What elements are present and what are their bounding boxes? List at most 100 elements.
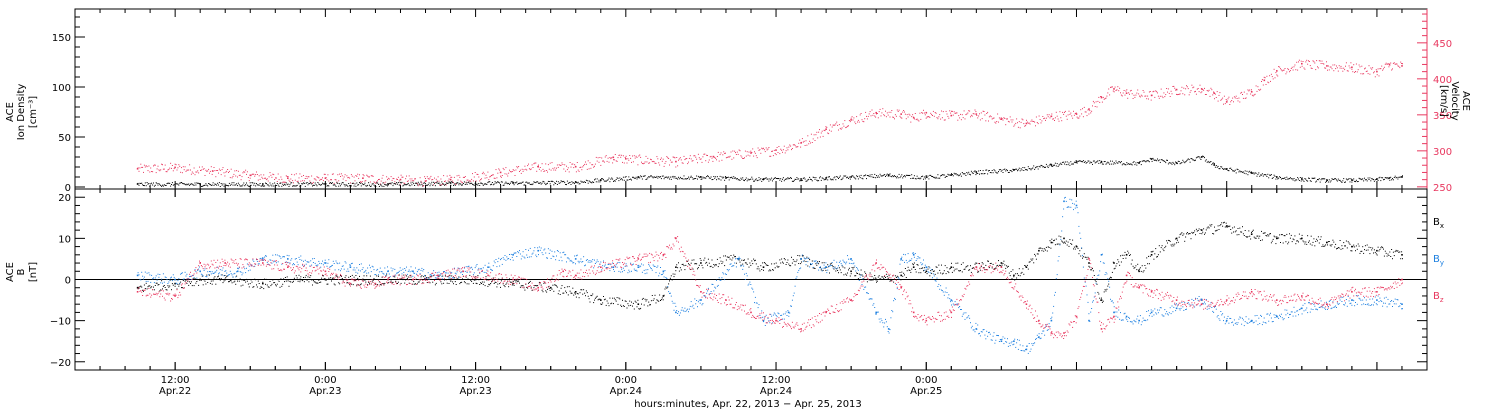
density-series-density-point	[1013, 169, 1015, 170]
density-series-density-point	[828, 176, 830, 178]
velocity-series-density-point	[156, 168, 158, 170]
velocity-series-density-point	[697, 153, 699, 155]
density-series-density-point	[596, 178, 598, 180]
b-series-bx-density-point	[171, 289, 172, 291]
density-series-density-point	[1003, 169, 1005, 171]
velocity-series-density-point	[1243, 91, 1245, 93]
density-series-density-point	[1060, 162, 1062, 164]
density-series-density-point	[430, 183, 432, 185]
velocity-series-density-point	[500, 175, 501, 177]
velocity-series-density-point	[372, 175, 374, 177]
b-series-by-density-point	[141, 271, 143, 273]
density-series-density-point	[401, 181, 403, 183]
density-series-density-point	[1231, 169, 1233, 170]
velocity-series-density-point	[1172, 86, 1174, 87]
velocity-series-density-point	[970, 116, 971, 118]
density-series-density-point	[984, 173, 986, 174]
velocity-series-density-point	[932, 110, 934, 112]
velocity-series-density-point	[525, 168, 527, 170]
velocity-series-density-point	[448, 178, 450, 180]
b-series-bx-density-point	[1107, 285, 1109, 287]
density-series-point	[600, 179, 602, 181]
velocity-series-density-point	[474, 172, 476, 173]
density-series-density-point	[374, 185, 376, 187]
density-series-density-point	[1388, 177, 1390, 179]
b-series-by-density-point	[349, 264, 351, 266]
density-series-density-point	[490, 184, 492, 186]
b-series-bx-density-point	[654, 294, 656, 296]
velocity-series-density-point	[1159, 95, 1161, 97]
velocity-series-density-point	[633, 155, 635, 157]
density-series-density-point	[295, 185, 297, 187]
velocity-series-density-point	[768, 147, 770, 148]
density-series-density-point	[684, 178, 686, 180]
velocity-series-density-point	[1110, 86, 1111, 88]
velocity-series-density-point	[254, 175, 256, 177]
velocity-series-point	[675, 160, 677, 163]
velocity-series-density-point	[848, 120, 850, 121]
velocity-series-density-point	[1287, 68, 1289, 70]
velocity-series-density-point	[467, 179, 469, 181]
b-series-bx-density-point	[657, 300, 659, 302]
velocity-series-density-point	[529, 169, 531, 171]
density-series-density-point	[769, 178, 771, 180]
density-series-density-point	[1171, 163, 1173, 165]
density-series-density-point	[266, 184, 268, 186]
density-series-density-point	[981, 173, 983, 175]
density-series-density-point	[226, 185, 228, 186]
b-series-bx-density-point	[682, 263, 684, 265]
velocity-series-density-point	[512, 169, 514, 171]
velocity-series-density-point	[913, 116, 914, 118]
velocity-series-density-point	[377, 180, 379, 182]
density-series-density-point	[552, 181, 554, 183]
density-series-density-point	[200, 184, 201, 186]
b-series-bx-density-point	[743, 259, 745, 261]
b-series-bx-density-point	[144, 288, 146, 289]
density-series-density-point	[1021, 169, 1023, 171]
b-series-bx-density-point	[1284, 235, 1286, 237]
density-series-density-point	[321, 184, 323, 186]
b-series-bx-density-point	[876, 281, 877, 283]
density-series-density-point	[796, 177, 798, 179]
velocity-series-density-point	[524, 165, 526, 167]
density-series-density-point	[718, 178, 720, 180]
b-series-bx-density-point	[594, 297, 596, 299]
b-series-by-density-point	[307, 261, 309, 263]
b-series-bx-density-point	[542, 291, 544, 293]
b-series-bx-density-point	[1270, 233, 1271, 235]
b-series-by-density-point	[376, 269, 378, 271]
velocity-series-density-point	[953, 111, 955, 113]
density-series-density-point	[1322, 178, 1324, 180]
density-series-density-point	[171, 182, 173, 184]
density-series-density-point	[338, 185, 340, 187]
density-series-density-point	[348, 183, 350, 184]
density-series-density-point	[237, 182, 239, 184]
velocity-series-density-point	[1368, 65, 1370, 67]
b-series-bx-density-point	[400, 282, 402, 284]
b-series-bx-density-point	[1108, 283, 1110, 285]
density-series-density-point	[1366, 180, 1368, 182]
b-series-bx-density-point	[1361, 250, 1363, 252]
density-series-density-point	[1008, 171, 1010, 173]
density-series-density-point	[550, 180, 552, 182]
density-series-density-point	[600, 180, 602, 182]
density-series-density-point	[538, 182, 539, 184]
b-series-bx-density-point	[997, 264, 999, 266]
b-series-by-point	[1276, 315, 1278, 318]
b-series-by-density-point	[194, 269, 196, 271]
density-series-density-point	[462, 184, 463, 186]
density-series-density-point	[483, 183, 485, 185]
b-series-bx-density-point	[881, 276, 883, 278]
density-series-density-point	[185, 184, 187, 186]
velocity-series-density-point	[874, 115, 876, 117]
velocity-series-density-point	[989, 115, 991, 117]
density-series-density-point	[1364, 179, 1366, 181]
velocity-series-density-point	[988, 120, 989, 122]
velocity-series-density-point	[215, 176, 217, 178]
velocity-series-density-point	[770, 155, 772, 157]
density-series-density-point	[784, 179, 786, 180]
density-series-density-point	[1295, 179, 1297, 181]
b-series-by-density-point	[199, 266, 200, 268]
b-series-bx-density-point	[203, 279, 205, 281]
b-series-bx-density-point	[479, 284, 481, 285]
